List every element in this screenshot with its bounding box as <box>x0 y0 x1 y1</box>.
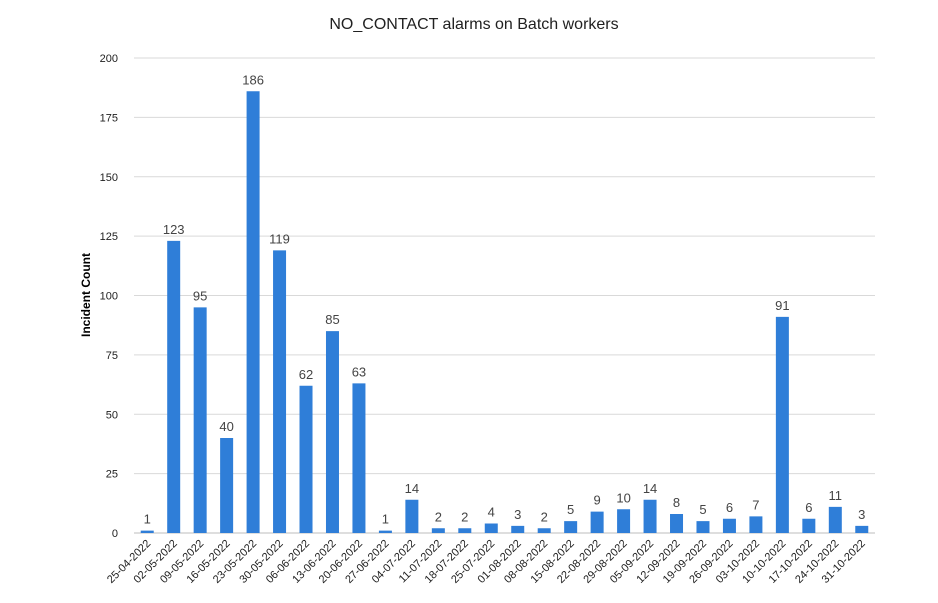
bar-value-label-15: 2 <box>541 509 548 524</box>
y-tick-label-1: 25 <box>106 469 118 481</box>
y-tick-label-0: 0 <box>112 528 118 540</box>
bar-value-label-4: 186 <box>242 72 264 87</box>
y-tick-label-4: 100 <box>100 291 118 303</box>
bar-value-label-24: 91 <box>775 298 789 313</box>
bar-value-label-9: 1 <box>382 512 389 527</box>
bar-value-label-7: 85 <box>325 312 339 327</box>
bar-12 <box>458 528 472 533</box>
bar-value-label-10: 14 <box>405 481 419 496</box>
bar-value-label-11: 2 <box>435 509 442 524</box>
bar-4 <box>246 91 260 533</box>
bar-value-label-3: 40 <box>219 419 233 434</box>
bar-value-label-25: 6 <box>805 500 812 515</box>
bar-7 <box>325 331 339 533</box>
bar-value-label-20: 8 <box>673 495 680 510</box>
bar-20 <box>670 514 684 533</box>
bar-21 <box>696 521 710 533</box>
y-tick-label-8: 200 <box>100 53 118 65</box>
bar-16 <box>564 521 578 533</box>
bar-15 <box>537 528 551 533</box>
y-tick-label-7: 175 <box>100 112 118 124</box>
chart-title: NO_CONTACT alarms on Batch workers <box>329 16 619 33</box>
bar-value-label-2: 95 <box>193 288 207 303</box>
bar-26 <box>828 506 842 533</box>
bar-2 <box>193 307 207 533</box>
bar-0 <box>140 530 154 533</box>
bar-value-label-22: 6 <box>726 500 733 515</box>
bar-18 <box>617 509 631 533</box>
bar-value-label-21: 5 <box>699 502 706 517</box>
bar-1 <box>167 240 181 533</box>
bar-6 <box>299 385 313 533</box>
bar-3 <box>220 438 234 533</box>
y-tick-label-6: 150 <box>100 172 118 184</box>
bar-value-label-1: 123 <box>163 222 185 237</box>
bar-value-label-0: 1 <box>144 512 151 527</box>
bar-value-label-23: 7 <box>752 497 759 512</box>
bar-27 <box>855 525 869 533</box>
bar-value-label-14: 3 <box>514 507 521 522</box>
bar-13 <box>484 523 498 533</box>
bar-value-label-6: 62 <box>299 367 313 382</box>
bar-value-label-12: 2 <box>461 509 468 524</box>
bar-11 <box>431 528 445 533</box>
bar-value-label-26: 11 <box>829 488 843 503</box>
bar-8 <box>352 383 366 533</box>
bar-10 <box>405 499 419 533</box>
y-tick-label-2: 50 <box>106 409 118 421</box>
bar-value-label-17: 9 <box>594 493 601 508</box>
y-tick-label-3: 75 <box>106 350 118 362</box>
bar-14 <box>511 525 525 533</box>
bar-19 <box>643 499 657 533</box>
bar-25 <box>802 518 816 533</box>
bar-value-label-16: 5 <box>567 502 574 517</box>
bar-value-label-27: 3 <box>858 507 865 522</box>
bar-17 <box>590 511 604 533</box>
bar-value-label-18: 10 <box>616 490 630 505</box>
bar-9 <box>378 530 392 533</box>
bar-22 <box>722 518 736 533</box>
bar-value-label-19: 14 <box>643 481 657 496</box>
bar-value-label-13: 4 <box>488 505 495 520</box>
bar-23 <box>749 516 763 533</box>
y-tick-label-5: 125 <box>100 231 118 243</box>
bar-value-label-5: 119 <box>269 231 290 246</box>
bar-24 <box>775 316 789 533</box>
bar-5 <box>273 250 287 533</box>
bar-value-label-8: 63 <box>352 364 366 379</box>
